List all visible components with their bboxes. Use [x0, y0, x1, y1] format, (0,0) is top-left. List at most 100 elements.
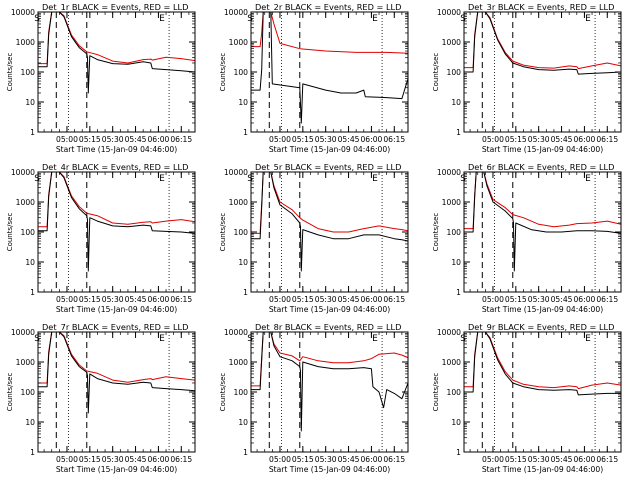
y-tick-label: 1000 — [229, 198, 248, 207]
y-axis-label: Counts/sec — [432, 213, 440, 252]
end-marker: E — [372, 14, 378, 24]
x-tick-label: 05:30 — [102, 135, 124, 144]
series-events-line — [464, 172, 621, 272]
x-tick-label: 05:00 — [482, 135, 504, 144]
y-tick-label: 10 — [451, 258, 461, 267]
chart-panel-5: Det_5r BLACK = Events, RED = LLD Counts/s… — [219, 162, 409, 314]
y-tick-label: 10 — [238, 98, 248, 107]
x-tick-label: 05:30 — [528, 135, 550, 144]
y-tick-label: 10000 — [437, 328, 461, 337]
series-lld-line — [464, 172, 621, 230]
start-marker: S — [247, 14, 253, 24]
x-tick-label: 05:45 — [125, 455, 147, 464]
x-tick-label: 05:15 — [505, 135, 527, 144]
y-tick-label: 10 — [25, 418, 35, 427]
y-axis-label: Counts/sec — [6, 373, 14, 412]
x-tick-label: 06:00 — [573, 135, 595, 144]
start-marker: S — [460, 174, 466, 184]
y-tick-label: 10000 — [224, 328, 248, 337]
x-tick-label: 06:15 — [383, 135, 405, 144]
x-tick-label: 05:15 — [292, 135, 314, 144]
y-tick-label: 10000 — [11, 168, 35, 177]
y-tick-label: 100 — [234, 388, 249, 397]
chart-title: Det_5r BLACK = Events, RED = LLD — [255, 162, 401, 172]
y-axis-label: Counts/sec — [219, 53, 227, 92]
x-tick-label: 05:00 — [269, 295, 291, 304]
chart-title: Det_6r BLACK = Events, RED = LLD — [468, 162, 614, 172]
end-marker: E — [159, 14, 165, 24]
y-tick-label: 1 — [243, 448, 248, 457]
chart-title: Det_7r BLACK = Events, RED = LLD — [42, 322, 188, 332]
chart-title: Det_8r BLACK = Events, RED = LLD — [255, 322, 401, 332]
x-tick-label: 06:00 — [147, 295, 169, 304]
y-tick-label: 1 — [243, 288, 248, 297]
start-marker: S — [34, 14, 40, 24]
y-axis-label: Counts/sec — [432, 373, 440, 412]
y-tick-label: 1000 — [16, 198, 35, 207]
y-tick-label: 10 — [25, 98, 35, 107]
plot-frame — [37, 11, 196, 133]
x-tick-label: 05:15 — [79, 135, 101, 144]
chart-panel-2: Det_2r BLACK = Events, RED = LLD Counts/s… — [219, 2, 409, 154]
chart-title: Det_9r BLACK = Events, RED = LLD — [468, 322, 614, 332]
x-tick-label: 05:30 — [315, 295, 337, 304]
y-tick-label: 100 — [21, 228, 36, 237]
start-marker: S — [247, 174, 253, 184]
x-axis-label: Start Time (15-Jan-09 04:46:00) — [56, 465, 177, 474]
x-axis-label: Start Time (15-Jan-09 04:46:00) — [269, 305, 390, 314]
x-tick-label: 06:15 — [383, 455, 405, 464]
y-tick-label: 1000 — [229, 358, 248, 367]
end-marker: E — [585, 334, 591, 344]
x-axis-label: Start Time (15-Jan-09 04:46:00) — [482, 465, 603, 474]
y-tick-label: 10000 — [224, 8, 248, 17]
chart-title: Det_2r BLACK = Events, RED = LLD — [255, 2, 401, 12]
x-tick-label: 05:30 — [528, 295, 550, 304]
y-tick-label: 1000 — [442, 38, 461, 47]
y-axis-label: Counts/sec — [219, 373, 227, 412]
end-marker: E — [372, 174, 378, 184]
series-lld-line — [251, 12, 408, 54]
x-tick-label: 06:00 — [573, 295, 595, 304]
series-events-line — [251, 332, 408, 432]
x-axis-label: Start Time (15-Jan-09 04:46:00) — [56, 145, 177, 154]
x-tick-label: 05:45 — [125, 135, 147, 144]
series-events-line — [251, 12, 408, 124]
x-tick-label: 05:00 — [482, 295, 504, 304]
series-events-line — [38, 172, 195, 272]
x-tick-label: 05:30 — [102, 295, 124, 304]
y-tick-label: 1000 — [442, 198, 461, 207]
plot-frame — [37, 331, 196, 453]
y-tick-label: 10 — [451, 98, 461, 107]
end-marker: E — [159, 334, 165, 344]
chart-panel-9: Det_9r BLACK = Events, RED = LLD Counts/s… — [432, 322, 622, 474]
x-tick-label: 05:00 — [56, 455, 78, 464]
x-tick-label: 05:45 — [338, 295, 360, 304]
x-tick-label: 06:00 — [360, 135, 382, 144]
y-tick-label: 100 — [447, 388, 462, 397]
x-tick-label: 05:00 — [269, 135, 291, 144]
y-tick-label: 100 — [21, 388, 36, 397]
x-tick-label: 05:30 — [102, 455, 124, 464]
x-tick-label: 05:45 — [551, 455, 573, 464]
y-tick-label: 1 — [456, 288, 461, 297]
x-tick-label: 05:45 — [338, 455, 360, 464]
x-tick-label: 05:15 — [505, 295, 527, 304]
x-tick-label: 05:45 — [551, 135, 573, 144]
y-tick-label: 10000 — [224, 168, 248, 177]
chart-title: Det_4r BLACK = Events, RED = LLD — [42, 162, 188, 172]
start-marker: S — [34, 334, 40, 344]
chart-panel-7: Det_7r BLACK = Events, RED = LLD Counts/s… — [6, 322, 196, 474]
start-marker: S — [460, 14, 466, 24]
series-lld-line — [38, 12, 195, 65]
series-lld-line — [251, 332, 408, 387]
x-tick-label: 05:15 — [292, 455, 314, 464]
y-tick-label: 1 — [30, 288, 35, 297]
y-tick-label: 1 — [30, 128, 35, 137]
x-tick-label: 05:00 — [56, 295, 78, 304]
chart-panel-4: Det_4r BLACK = Events, RED = LLD Counts/s… — [6, 162, 196, 314]
x-tick-label: 05:00 — [482, 455, 504, 464]
x-axis-label: Start Time (15-Jan-09 04:46:00) — [56, 305, 177, 314]
start-marker: S — [460, 334, 466, 344]
plot-frame — [463, 11, 622, 133]
x-tick-label: 05:30 — [528, 455, 550, 464]
